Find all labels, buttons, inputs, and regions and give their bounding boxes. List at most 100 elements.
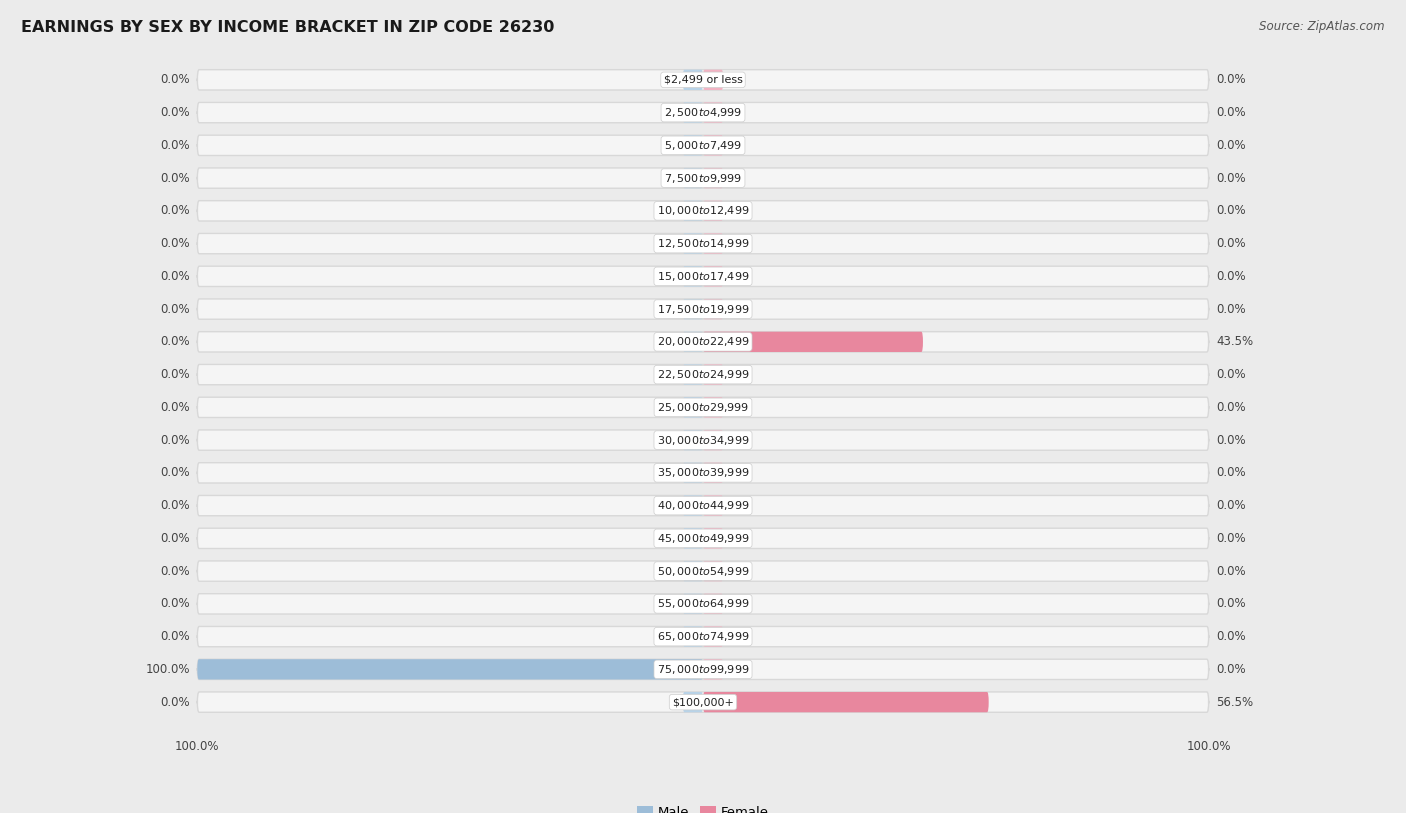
Text: $22,500 to $24,999: $22,500 to $24,999 bbox=[657, 368, 749, 381]
FancyBboxPatch shape bbox=[703, 692, 988, 712]
Text: $65,000 to $74,999: $65,000 to $74,999 bbox=[657, 630, 749, 643]
Text: 0.0%: 0.0% bbox=[160, 696, 190, 709]
Text: 0.0%: 0.0% bbox=[160, 499, 190, 512]
FancyBboxPatch shape bbox=[703, 463, 723, 483]
FancyBboxPatch shape bbox=[197, 266, 1209, 286]
FancyBboxPatch shape bbox=[683, 430, 703, 450]
FancyBboxPatch shape bbox=[703, 561, 723, 581]
FancyBboxPatch shape bbox=[683, 299, 703, 320]
Text: 0.0%: 0.0% bbox=[160, 302, 190, 315]
Text: $35,000 to $39,999: $35,000 to $39,999 bbox=[657, 467, 749, 480]
FancyBboxPatch shape bbox=[683, 102, 703, 123]
Text: 0.0%: 0.0% bbox=[160, 139, 190, 152]
Text: 0.0%: 0.0% bbox=[160, 368, 190, 381]
FancyBboxPatch shape bbox=[197, 201, 1209, 221]
Text: $15,000 to $17,499: $15,000 to $17,499 bbox=[657, 270, 749, 283]
FancyBboxPatch shape bbox=[703, 364, 723, 385]
FancyBboxPatch shape bbox=[683, 627, 703, 647]
FancyBboxPatch shape bbox=[683, 561, 703, 581]
Text: 0.0%: 0.0% bbox=[160, 630, 190, 643]
Text: 0.0%: 0.0% bbox=[1216, 204, 1246, 217]
FancyBboxPatch shape bbox=[197, 364, 1209, 385]
FancyBboxPatch shape bbox=[703, 528, 723, 549]
FancyBboxPatch shape bbox=[683, 364, 703, 385]
FancyBboxPatch shape bbox=[683, 70, 703, 90]
FancyBboxPatch shape bbox=[683, 201, 703, 221]
FancyBboxPatch shape bbox=[703, 135, 723, 155]
FancyBboxPatch shape bbox=[197, 332, 1209, 352]
FancyBboxPatch shape bbox=[703, 659, 723, 680]
FancyBboxPatch shape bbox=[703, 398, 723, 418]
FancyBboxPatch shape bbox=[197, 659, 1209, 680]
Text: $2,500 to $4,999: $2,500 to $4,999 bbox=[664, 106, 742, 119]
FancyBboxPatch shape bbox=[703, 299, 723, 320]
FancyBboxPatch shape bbox=[683, 168, 703, 189]
FancyBboxPatch shape bbox=[683, 495, 703, 515]
Text: 0.0%: 0.0% bbox=[1216, 237, 1246, 250]
FancyBboxPatch shape bbox=[683, 233, 703, 254]
FancyBboxPatch shape bbox=[703, 332, 922, 352]
FancyBboxPatch shape bbox=[197, 168, 1209, 189]
FancyBboxPatch shape bbox=[683, 135, 703, 155]
Text: $5,000 to $7,499: $5,000 to $7,499 bbox=[664, 139, 742, 152]
Text: 100.0%: 100.0% bbox=[145, 663, 190, 676]
Text: $12,500 to $14,999: $12,500 to $14,999 bbox=[657, 237, 749, 250]
Text: $40,000 to $44,999: $40,000 to $44,999 bbox=[657, 499, 749, 512]
Text: $7,500 to $9,999: $7,500 to $9,999 bbox=[664, 172, 742, 185]
Text: 0.0%: 0.0% bbox=[160, 237, 190, 250]
Text: $30,000 to $34,999: $30,000 to $34,999 bbox=[657, 433, 749, 446]
Text: 100.0%: 100.0% bbox=[176, 740, 219, 753]
Text: $50,000 to $54,999: $50,000 to $54,999 bbox=[657, 564, 749, 577]
Text: 0.0%: 0.0% bbox=[1216, 401, 1246, 414]
FancyBboxPatch shape bbox=[683, 463, 703, 483]
Text: 0.0%: 0.0% bbox=[1216, 302, 1246, 315]
FancyBboxPatch shape bbox=[197, 398, 1209, 418]
FancyBboxPatch shape bbox=[197, 463, 1209, 483]
FancyBboxPatch shape bbox=[703, 201, 723, 221]
Text: Source: ZipAtlas.com: Source: ZipAtlas.com bbox=[1260, 20, 1385, 33]
FancyBboxPatch shape bbox=[703, 266, 723, 286]
FancyBboxPatch shape bbox=[703, 168, 723, 189]
FancyBboxPatch shape bbox=[703, 430, 723, 450]
Text: $25,000 to $29,999: $25,000 to $29,999 bbox=[657, 401, 749, 414]
Text: 0.0%: 0.0% bbox=[160, 73, 190, 86]
Text: 0.0%: 0.0% bbox=[1216, 172, 1246, 185]
Text: 43.5%: 43.5% bbox=[1216, 335, 1253, 348]
Text: $2,499 or less: $2,499 or less bbox=[664, 75, 742, 85]
Text: 100.0%: 100.0% bbox=[1187, 740, 1230, 753]
FancyBboxPatch shape bbox=[703, 233, 723, 254]
FancyBboxPatch shape bbox=[197, 102, 1209, 123]
FancyBboxPatch shape bbox=[703, 102, 723, 123]
Text: 0.0%: 0.0% bbox=[160, 335, 190, 348]
Text: 0.0%: 0.0% bbox=[160, 532, 190, 545]
FancyBboxPatch shape bbox=[703, 70, 723, 90]
Text: 0.0%: 0.0% bbox=[1216, 73, 1246, 86]
Text: 0.0%: 0.0% bbox=[160, 204, 190, 217]
Text: 0.0%: 0.0% bbox=[160, 401, 190, 414]
Text: 0.0%: 0.0% bbox=[160, 172, 190, 185]
Text: 0.0%: 0.0% bbox=[1216, 663, 1246, 676]
FancyBboxPatch shape bbox=[703, 495, 723, 515]
FancyBboxPatch shape bbox=[197, 593, 1209, 614]
FancyBboxPatch shape bbox=[683, 332, 703, 352]
Text: 0.0%: 0.0% bbox=[160, 106, 190, 119]
Text: $55,000 to $64,999: $55,000 to $64,999 bbox=[657, 598, 749, 611]
Text: 0.0%: 0.0% bbox=[1216, 467, 1246, 480]
FancyBboxPatch shape bbox=[197, 70, 1209, 90]
Text: EARNINGS BY SEX BY INCOME BRACKET IN ZIP CODE 26230: EARNINGS BY SEX BY INCOME BRACKET IN ZIP… bbox=[21, 20, 554, 35]
Text: 0.0%: 0.0% bbox=[1216, 532, 1246, 545]
Text: 0.0%: 0.0% bbox=[1216, 433, 1246, 446]
Text: 0.0%: 0.0% bbox=[160, 433, 190, 446]
Text: 0.0%: 0.0% bbox=[160, 467, 190, 480]
FancyBboxPatch shape bbox=[197, 135, 1209, 155]
Text: 0.0%: 0.0% bbox=[1216, 139, 1246, 152]
FancyBboxPatch shape bbox=[197, 659, 703, 680]
Text: $20,000 to $22,499: $20,000 to $22,499 bbox=[657, 335, 749, 348]
Text: 0.0%: 0.0% bbox=[1216, 499, 1246, 512]
Text: $100,000+: $100,000+ bbox=[672, 697, 734, 707]
FancyBboxPatch shape bbox=[683, 266, 703, 286]
FancyBboxPatch shape bbox=[197, 528, 1209, 549]
FancyBboxPatch shape bbox=[197, 495, 1209, 515]
FancyBboxPatch shape bbox=[197, 430, 1209, 450]
FancyBboxPatch shape bbox=[197, 299, 1209, 320]
